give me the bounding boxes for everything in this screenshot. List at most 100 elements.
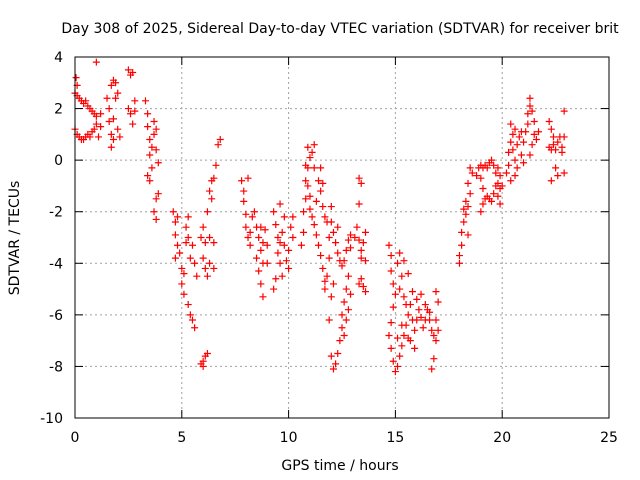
data-point <box>184 234 192 241</box>
data-point <box>507 120 515 128</box>
data-point <box>530 117 538 125</box>
data-point <box>152 215 160 223</box>
data-point <box>385 241 393 249</box>
data-point <box>280 241 288 249</box>
data-point <box>197 234 205 241</box>
data-point <box>355 174 363 182</box>
data-point <box>511 125 519 133</box>
data-point <box>263 241 271 249</box>
data-point <box>308 148 316 156</box>
data-point <box>547 177 555 185</box>
data-point <box>502 169 510 177</box>
data-point <box>86 133 94 141</box>
data-point <box>385 331 393 339</box>
data-point <box>327 203 335 211</box>
data-point <box>131 107 139 115</box>
data-point <box>310 164 318 172</box>
data-point <box>180 270 188 278</box>
data-point <box>174 241 182 249</box>
data-point <box>347 244 355 252</box>
data-point <box>361 288 369 296</box>
data-point <box>150 117 158 125</box>
data-point <box>507 177 515 185</box>
data-point <box>554 172 562 180</box>
data-point <box>492 169 500 177</box>
data-point <box>342 316 350 324</box>
data-point <box>276 259 284 267</box>
data-point <box>127 110 135 118</box>
data-point <box>351 234 359 241</box>
data-point <box>300 228 308 236</box>
data-point <box>302 195 310 203</box>
data-point <box>114 89 122 97</box>
data-point <box>329 228 337 236</box>
data-point <box>310 141 318 149</box>
data-point <box>285 246 293 254</box>
data-point <box>340 257 348 265</box>
data-point <box>317 252 325 260</box>
data-point <box>432 316 440 324</box>
data-point <box>560 133 568 141</box>
data-point <box>522 128 530 136</box>
data-point <box>131 97 139 105</box>
data-point <box>338 324 346 332</box>
data-point <box>257 246 265 254</box>
x-tick-label: 5 <box>177 430 186 446</box>
data-point <box>302 177 310 185</box>
data-point <box>109 136 117 144</box>
data-point <box>466 164 474 172</box>
data-point <box>462 197 470 205</box>
data-point <box>107 130 115 138</box>
data-point <box>319 203 327 211</box>
data-point <box>404 334 412 342</box>
data-point <box>415 306 423 314</box>
data-point <box>340 298 348 306</box>
data-point <box>146 177 154 185</box>
data-point <box>144 172 152 180</box>
data-point <box>549 141 557 149</box>
data-point <box>347 231 355 239</box>
data-point <box>428 365 436 373</box>
data-point <box>357 246 365 254</box>
data-point <box>535 128 543 136</box>
data-point <box>417 290 425 298</box>
data-point <box>210 239 218 247</box>
data-point <box>417 313 425 321</box>
data-point <box>545 117 553 125</box>
data-point <box>509 130 517 138</box>
data-point <box>261 226 269 234</box>
y-tick-label: 0 <box>54 153 63 169</box>
data-point <box>464 231 472 239</box>
data-point <box>361 228 369 236</box>
data-point <box>464 179 472 187</box>
data-point <box>394 259 402 267</box>
data-point <box>72 74 80 82</box>
data-point <box>411 344 419 352</box>
y-tick-label: -8 <box>49 359 63 375</box>
data-point <box>212 161 220 169</box>
data-point <box>398 342 406 350</box>
ticks: 0 5 10 15 20 25 -10 -8 -6 -4 -2 0 2 4 <box>40 50 618 446</box>
data-point <box>325 316 333 324</box>
data-point <box>152 146 160 154</box>
data-point <box>434 326 442 334</box>
y-tick-label: 2 <box>54 102 63 118</box>
data-point <box>430 331 438 339</box>
data-point <box>552 164 560 172</box>
data-point <box>199 254 207 262</box>
data-point <box>255 267 263 275</box>
data-point <box>400 257 408 265</box>
data-point <box>526 94 534 102</box>
data-point <box>109 76 117 84</box>
data-point <box>490 190 498 198</box>
data-point <box>560 107 568 115</box>
data-point <box>304 143 312 151</box>
data-point <box>274 249 282 257</box>
data-point <box>396 352 404 360</box>
data-point <box>206 187 214 195</box>
data-point <box>413 316 421 324</box>
data-point <box>400 331 408 339</box>
data-point <box>171 231 179 239</box>
data-point <box>526 151 534 159</box>
